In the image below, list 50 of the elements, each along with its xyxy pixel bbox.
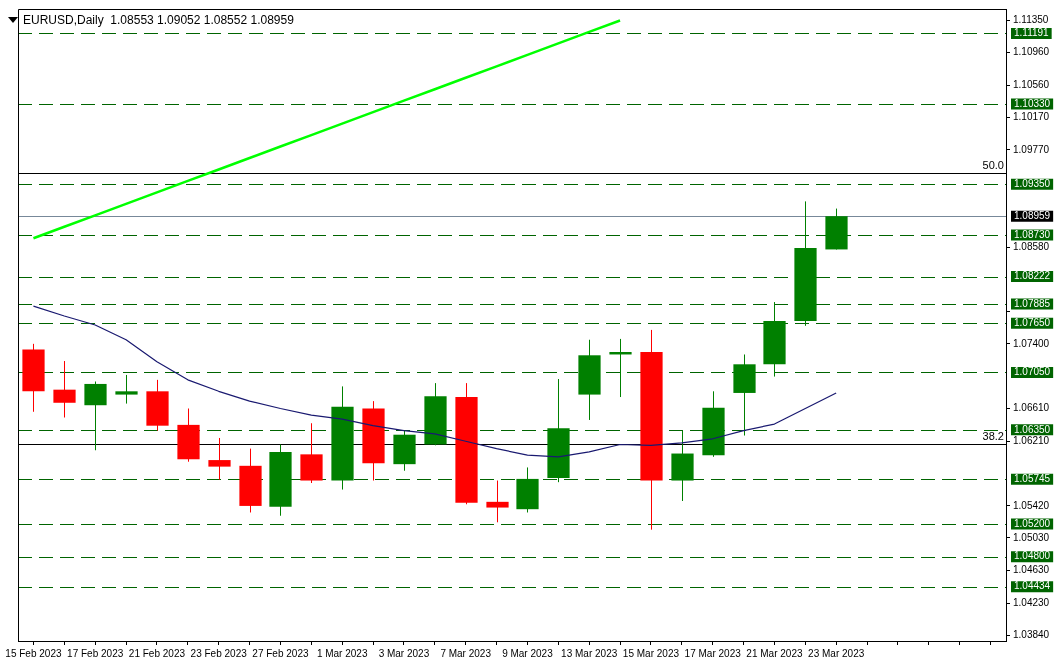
x-tick-label: 13 Mar 2023 [561, 647, 618, 659]
ref-line-label: 1.04800 [1014, 550, 1051, 562]
ref-line-label: 1.07650 [1014, 317, 1051, 329]
y-tick-label: 1.10560 [1013, 78, 1050, 90]
ref-line-label: 1.05745 [1014, 473, 1051, 485]
x-tick-label: 27 Feb 2023 [252, 647, 309, 659]
y-tick-label: 1.03840 [1013, 629, 1050, 641]
ref-line-label: 1.07050 [1014, 366, 1051, 378]
y-tick-label: 1.05030 [1013, 531, 1050, 543]
candlestick [486, 480, 509, 523]
annotation: 38.2 [982, 430, 1004, 443]
candlestick [208, 437, 231, 481]
ref-line-label: 1.08959 [1014, 209, 1051, 221]
ref-line-label: 1.09350 [1014, 177, 1051, 189]
x-tick-label: 15 Feb 2023 [5, 647, 62, 659]
candlestick [53, 360, 76, 419]
x-tick-label: 9 Mar 2023 [502, 647, 554, 659]
x-tick-label: 21 Feb 2023 [128, 647, 186, 659]
ref-line-label: 1.08222 [1014, 270, 1051, 282]
candlestick [84, 380, 107, 451]
y-tick-label: 1.08580 [1013, 240, 1050, 252]
ref-line-label: 1.08730 [1014, 228, 1051, 240]
x-tick-label: 23 Feb 2023 [190, 647, 248, 659]
y-tick-label: 1.09770 [1013, 143, 1050, 155]
x-tick-label: 17 Feb 2023 [67, 647, 124, 659]
y-tick-label: 1.06210 [1013, 435, 1050, 446]
x-tick-label: 7 Mar 2023 [440, 647, 492, 659]
y-tick-label: 1.04630 [1013, 564, 1050, 576]
x-tick-label: 21 Mar 2023 [746, 647, 803, 659]
ref-line-label: 1.10330 [1014, 97, 1051, 109]
ref-line-label: 1.06350 [1014, 423, 1051, 435]
x-tick-label: 3 Mar 2023 [378, 647, 430, 659]
y-tick-label: 1.10170 [1013, 110, 1050, 122]
ref-line-label: 1.11191 [1014, 27, 1050, 39]
x-tick-label: 15 Mar 2023 [622, 647, 680, 659]
annotation: 50.0 [982, 159, 1004, 172]
x-tick-label: 1 Mar 2023 [316, 647, 368, 659]
ref-line-label: 1.05200 [1014, 517, 1051, 529]
y-tick-label: 1.07400 [1013, 337, 1050, 349]
y-tick-label: 1.05420 [1013, 499, 1050, 511]
candlestick [115, 374, 138, 405]
ref-line-label: 1.04434 [1014, 580, 1051, 592]
y-tick-label: 1.04230 [1013, 597, 1050, 609]
x-tick-label: 23 Mar 2023 [808, 647, 865, 659]
chart-title: EURUSD,Daily 1.08553 1.09052 1.08552 1.08959 [23, 13, 294, 27]
x-tick-label: 17 Mar 2023 [684, 647, 742, 659]
y-tick-label: 1.10960 [1013, 46, 1050, 58]
y-tick-label: 1.11350 [1013, 14, 1049, 26]
ref-line-label: 1.07885 [1014, 297, 1051, 309]
y-tick-label: 1.06610 [1013, 402, 1050, 414]
